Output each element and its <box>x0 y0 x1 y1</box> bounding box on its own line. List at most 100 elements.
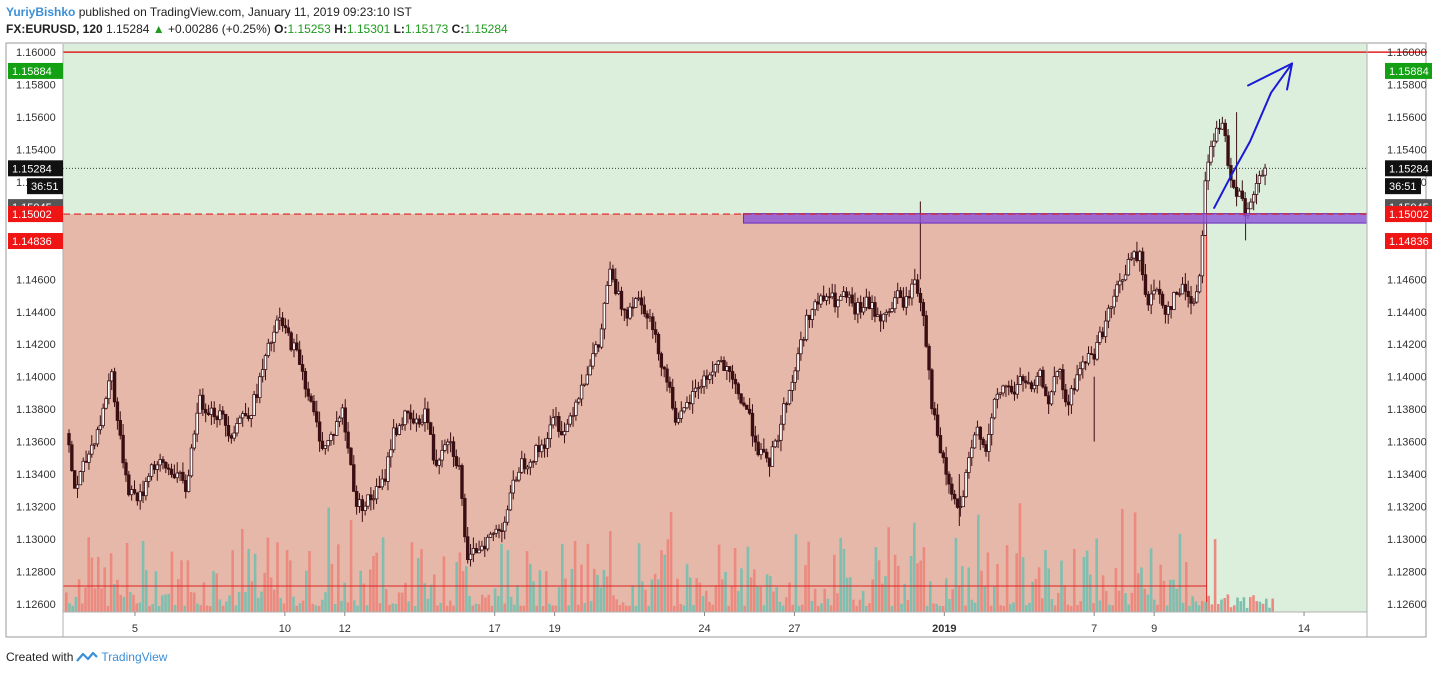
volume-bar <box>244 591 247 612</box>
volume-bar <box>1044 549 1047 612</box>
price-badge-text-right: 1.14836 <box>1389 236 1429 248</box>
candle-body <box>1029 382 1034 390</box>
candle-body <box>585 374 589 385</box>
candle-body <box>656 333 661 355</box>
x-tick-label: 17 <box>489 623 501 635</box>
candle-body <box>1217 127 1222 130</box>
volume-bar <box>1066 604 1070 612</box>
author-name[interactable]: YuriyBishko <box>6 5 76 19</box>
price-change: +0.00286 (+0.25%) <box>168 22 271 36</box>
candle-body <box>138 491 142 502</box>
candle-body <box>1038 369 1042 377</box>
volume-bar <box>721 579 724 612</box>
volume-bar <box>1021 557 1025 612</box>
volume-bar <box>1146 594 1150 612</box>
candle-body <box>1075 374 1079 391</box>
volume-bar <box>945 578 948 612</box>
volume-bar <box>1034 578 1038 612</box>
volume-bar <box>647 605 650 612</box>
candle-body <box>1152 290 1156 295</box>
volume-bar <box>490 605 494 612</box>
candle-body <box>1254 183 1259 195</box>
volume-bar <box>397 592 401 612</box>
volume-bar <box>1172 579 1175 612</box>
volume-bar <box>1271 598 1274 612</box>
volume-bar <box>324 592 327 612</box>
volume-bar <box>372 555 375 612</box>
candle-body <box>841 291 846 297</box>
volume-bar <box>391 603 394 612</box>
volume-bar <box>311 603 314 612</box>
candle-body <box>796 353 800 372</box>
volume-bar <box>228 595 231 612</box>
candle-body <box>477 549 481 554</box>
volume-bar <box>260 591 263 612</box>
y-tick-label-left: 1.15400 <box>16 144 56 156</box>
volume-bar <box>317 605 321 612</box>
volume-bar <box>625 605 628 612</box>
volume-bar <box>759 586 762 612</box>
candle-body <box>582 383 587 386</box>
candle-body <box>278 317 282 321</box>
volume-bar <box>125 543 129 612</box>
y-tick-label-right: 1.15600 <box>1387 112 1427 124</box>
volume-bar <box>1127 604 1130 612</box>
candle-body <box>229 435 234 439</box>
volume-bar <box>538 570 542 612</box>
volume-bar <box>196 603 199 612</box>
candle-body <box>947 473 951 485</box>
volume-bar <box>103 567 106 612</box>
candle-body <box>1035 375 1039 386</box>
candle-body <box>876 314 880 317</box>
candle-body <box>807 314 812 320</box>
candle-body <box>935 414 940 436</box>
volume-bar <box>237 591 241 612</box>
tradingview-link[interactable]: TradingView <box>101 650 168 664</box>
candle-body <box>72 470 77 489</box>
candle-body <box>1112 295 1116 308</box>
candle-body <box>992 398 997 419</box>
volume-bar <box>1268 607 1271 612</box>
candle-body <box>745 404 749 410</box>
candle-body <box>488 533 493 538</box>
volume-bar <box>141 540 145 612</box>
candle-body <box>562 431 567 436</box>
candle-body <box>856 302 860 315</box>
candle-body <box>423 408 427 423</box>
candle-body <box>221 410 225 415</box>
price-badge-left <box>8 62 63 79</box>
candle-body <box>127 474 131 496</box>
candle-body <box>716 360 720 365</box>
volume-bar <box>1015 553 1018 612</box>
volume-bar <box>436 605 439 612</box>
candle-body <box>124 462 128 476</box>
volume-bar <box>599 587 602 612</box>
volume-bar <box>554 605 558 612</box>
close-value: 1.15284 <box>464 22 508 36</box>
candle-body <box>1212 140 1216 147</box>
candle-body <box>468 553 473 560</box>
candle-body <box>428 422 433 435</box>
candle-body <box>870 302 874 310</box>
candle-body <box>508 492 513 511</box>
volume-bar <box>177 579 180 612</box>
volume-bar <box>983 585 986 612</box>
candle-body <box>500 530 504 532</box>
volume-bar <box>890 605 894 612</box>
volume-bar <box>1258 601 1262 612</box>
volume-bar <box>484 597 487 612</box>
candle-body <box>739 393 743 404</box>
volume-bar <box>362 583 366 612</box>
candle-body <box>591 353 595 367</box>
candle-body <box>189 447 194 477</box>
candle-body <box>568 415 572 425</box>
red-zone-background <box>63 214 1207 612</box>
x-tick-label: 2019 <box>932 623 956 635</box>
volume-bar <box>132 594 135 612</box>
price-badge-text-right: 1.15884 <box>1389 66 1429 78</box>
volume-bar <box>874 547 878 612</box>
created-with-text: Created with <box>6 650 74 664</box>
volume-bar <box>340 600 343 612</box>
candle-body <box>372 498 376 501</box>
